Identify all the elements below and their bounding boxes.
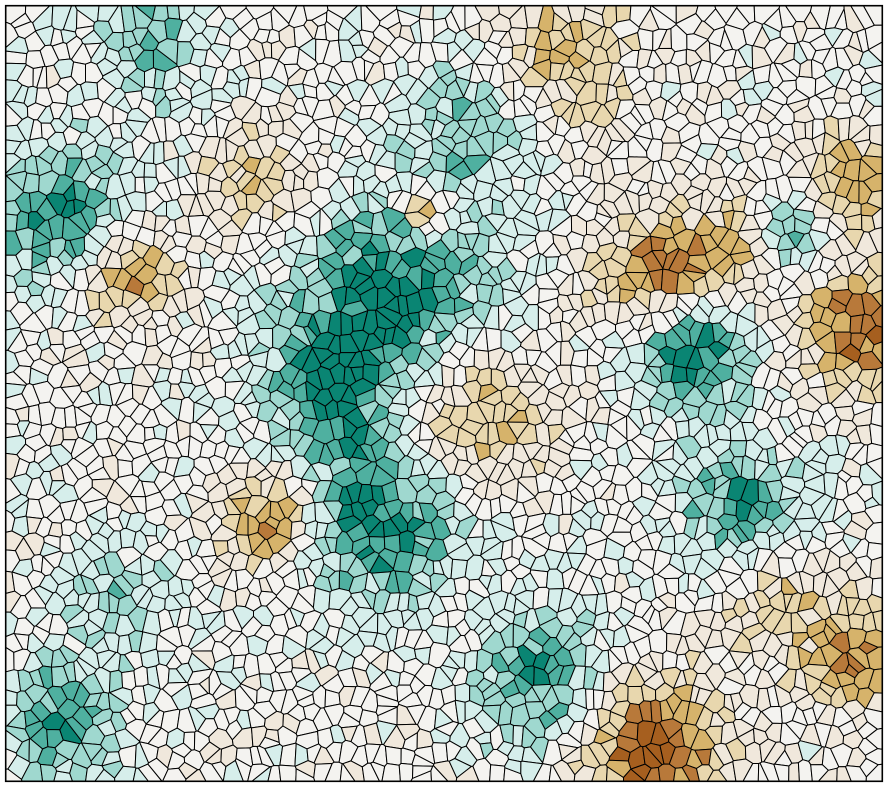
- voronoi-cell: [254, 624, 276, 643]
- voronoi-cell: [195, 172, 210, 195]
- voronoi-cell: [510, 175, 526, 192]
- voronoi-cell: [726, 528, 743, 549]
- voronoi-cell: [275, 517, 293, 540]
- voronoi-cell: [717, 281, 738, 308]
- voronoi-cell: [723, 497, 738, 517]
- voronoi-cell: [660, 268, 679, 295]
- voronoi-cell: [528, 626, 551, 647]
- voronoi-cell: [352, 210, 375, 230]
- voronoi-cell: [143, 162, 157, 178]
- voronoi-cell: [585, 688, 595, 711]
- voronoi-cell: [418, 5, 434, 21]
- voronoi-cell: [441, 364, 455, 388]
- voronoi-cell: [804, 119, 814, 140]
- voronoi-cell: [151, 5, 169, 22]
- voronoi-cell: [657, 763, 676, 782]
- voronoi-cell: [779, 263, 806, 284]
- voronoi-cell: [281, 169, 296, 193]
- voronoi-cell: [171, 742, 193, 758]
- voronoi-cell: [627, 685, 645, 706]
- voronoi-cell: [346, 79, 370, 103]
- voronoi-cell: [5, 689, 18, 706]
- voronoi-cell: [869, 423, 883, 447]
- voronoi-cell: [463, 650, 479, 673]
- voronoi-cell: [691, 98, 709, 117]
- voronoi-cell: [166, 5, 181, 20]
- voronoi-cell: [506, 249, 529, 273]
- voronoi-cell: [567, 720, 585, 744]
- voronoi-cell: [740, 455, 756, 481]
- voronoi-cell: [205, 230, 224, 249]
- voronoi-cell: [489, 764, 506, 782]
- voronoi-cell: [662, 650, 678, 670]
- voronoi-cell: [788, 762, 800, 782]
- voronoi-cell: [648, 628, 668, 655]
- voronoi-cell: [153, 141, 165, 166]
- voronoi-cell: [518, 548, 537, 570]
- voronoi-cell: [848, 613, 865, 630]
- voronoi-cell: [412, 570, 432, 591]
- voronoi-cell: [560, 490, 572, 515]
- voronoi-cell: [693, 20, 715, 40]
- voronoi-cell: [482, 704, 502, 725]
- voronoi-cell: [424, 106, 438, 122]
- cells: [5, 5, 883, 782]
- voronoi-cell: [513, 209, 540, 232]
- voronoi-cell: [797, 363, 821, 381]
- voronoi-cell: [658, 211, 674, 229]
- voronoi-cell: [711, 592, 724, 614]
- voronoi-cell: [463, 609, 484, 631]
- voronoi-cell: [670, 365, 688, 384]
- voronoi-cell: [30, 554, 44, 573]
- voronoi-cell: [384, 745, 402, 766]
- voronoi-cell: [279, 742, 297, 767]
- voronoi-cell: [680, 134, 702, 154]
- voronoi-cell: [683, 589, 699, 607]
- voronoi-cell: [472, 757, 492, 782]
- voronoi-cell: [278, 764, 297, 782]
- voronoi-cell: [431, 742, 449, 764]
- voronoi-cell: [570, 349, 589, 368]
- voronoi-cell: [5, 213, 18, 232]
- voronoi-cell: [473, 349, 490, 371]
- voronoi-cell: [398, 762, 414, 782]
- voronoi-cell: [454, 682, 471, 703]
- voronoi-cell: [737, 302, 756, 324]
- voronoi-cell: [381, 763, 401, 782]
- voronoi-cell: [133, 665, 149, 687]
- voronoi-cell: [152, 423, 168, 441]
- voronoi-cell: [472, 300, 492, 326]
- voronoi-cell: [792, 208, 816, 226]
- frame: [4, 4, 884, 783]
- voronoi-cell: [869, 556, 883, 580]
- voronoi-cell: [393, 74, 418, 97]
- voronoi-cell: [301, 501, 317, 525]
- voronoi-cell: [547, 133, 566, 156]
- voronoi-cell: [43, 534, 61, 550]
- voronoi-cell: [275, 132, 300, 152]
- voronoi-cell: [130, 583, 150, 607]
- voronoi-cell: [453, 364, 468, 387]
- voronoi-cell: [5, 647, 15, 673]
- voronoi-cell: [373, 684, 399, 702]
- voronoi-cell: [680, 722, 700, 750]
- voronoi-cell: [459, 473, 479, 490]
- voronoi-cell: [230, 95, 257, 121]
- voronoi-cell: [418, 18, 435, 44]
- voronoi-cell: [637, 28, 654, 51]
- voronoi-cell: [134, 176, 146, 194]
